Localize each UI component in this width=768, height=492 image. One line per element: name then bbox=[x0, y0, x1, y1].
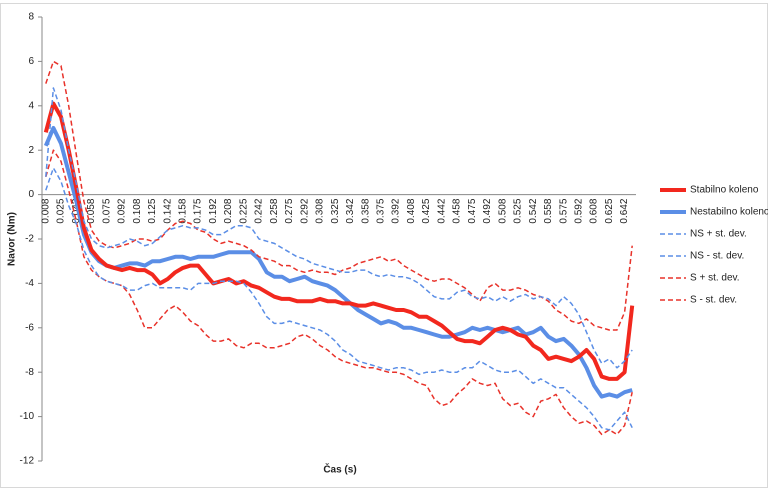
x-tick-label: 0.358 bbox=[360, 198, 371, 223]
x-tick-label: 0.408 bbox=[406, 198, 417, 223]
x-tick-label: 0.208 bbox=[223, 198, 234, 223]
y-tick-label: -10 bbox=[20, 411, 35, 422]
x-tick-label: 0.058 bbox=[86, 198, 97, 223]
y-axis-title: Navor (Nm) bbox=[7, 212, 18, 266]
y-tick-label: -6 bbox=[25, 322, 34, 333]
x-tick-label: 0.392 bbox=[391, 198, 402, 223]
x-tick-label: 0.558 bbox=[543, 198, 554, 223]
x-tick-label: 0.325 bbox=[330, 198, 341, 223]
x-tick-label: 0.375 bbox=[376, 198, 387, 223]
y-tick-label: 6 bbox=[28, 56, 34, 67]
legend-label: Nestabilno koleno bbox=[690, 207, 768, 218]
x-tick-label: 0.008 bbox=[40, 198, 51, 223]
legend-label: S + st. dev. bbox=[690, 273, 740, 284]
y-tick-label: -12 bbox=[20, 456, 35, 467]
series-line bbox=[45, 167, 633, 431]
x-tick-label: 0.342 bbox=[345, 198, 356, 223]
series-line bbox=[43, 101, 635, 381]
x-tick-label: 0.625 bbox=[604, 198, 615, 223]
x-tick-label: 0.108 bbox=[132, 198, 143, 223]
x-tick-label: 0.125 bbox=[147, 198, 158, 223]
x-tick-label: 0.492 bbox=[482, 198, 493, 223]
x-tick-label: 0.158 bbox=[178, 198, 189, 223]
series-line bbox=[43, 126, 633, 399]
x-tick-label: 0.242 bbox=[254, 198, 265, 223]
x-tick-label: 0.608 bbox=[589, 198, 600, 223]
x-tick-label: 0.075 bbox=[101, 198, 112, 223]
series-line bbox=[45, 149, 633, 436]
x-tick-label: 0.575 bbox=[558, 198, 569, 223]
x-tick-label: 0.308 bbox=[315, 198, 326, 223]
y-tick-label: 4 bbox=[28, 100, 34, 111]
y-tick-label: 8 bbox=[28, 12, 34, 23]
x-tick-label: 0.225 bbox=[238, 198, 249, 223]
x-tick-label: 0.175 bbox=[193, 198, 204, 223]
x-tick-label: 0.525 bbox=[513, 198, 524, 223]
y-tick-label: -8 bbox=[25, 367, 34, 378]
x-tick-label: 0.442 bbox=[436, 198, 447, 223]
x-tick-label: 0.025 bbox=[56, 198, 67, 223]
x-tick-label: 0.475 bbox=[467, 198, 478, 223]
series-line bbox=[45, 87, 633, 369]
x-tick-label: 0.425 bbox=[421, 198, 432, 223]
x-tick-label: 0.508 bbox=[497, 198, 508, 223]
x-tick-label: 0.092 bbox=[117, 198, 128, 223]
x-axis-title: Čas (s) bbox=[323, 463, 356, 476]
y-tick-label: -4 bbox=[25, 278, 34, 289]
x-tick-label: 0.142 bbox=[162, 198, 173, 223]
x-tick-label: 0.542 bbox=[528, 198, 539, 223]
x-tick-label: 0.642 bbox=[619, 198, 630, 223]
x-tick-label: 0.275 bbox=[284, 198, 295, 223]
x-tick-label: 0.458 bbox=[452, 198, 463, 223]
x-tick-label: 0.592 bbox=[574, 198, 585, 223]
legend-label: S - st. dev. bbox=[690, 295, 737, 306]
x-tick-label: 0.258 bbox=[269, 198, 280, 223]
legend-label: NS + st. dev. bbox=[690, 229, 747, 240]
legend-label: Stabilno koleno bbox=[690, 185, 759, 196]
legend-label: NS - st. dev. bbox=[690, 251, 744, 262]
x-tick-label: 0.292 bbox=[299, 198, 310, 223]
y-tick-label: 0 bbox=[28, 189, 34, 200]
x-tick-label: 0.192 bbox=[208, 198, 219, 223]
y-tick-label: 2 bbox=[28, 145, 34, 156]
series-line bbox=[45, 60, 633, 331]
y-tick-label: -2 bbox=[25, 234, 34, 245]
x-tick-label: 0.042 bbox=[71, 198, 82, 223]
